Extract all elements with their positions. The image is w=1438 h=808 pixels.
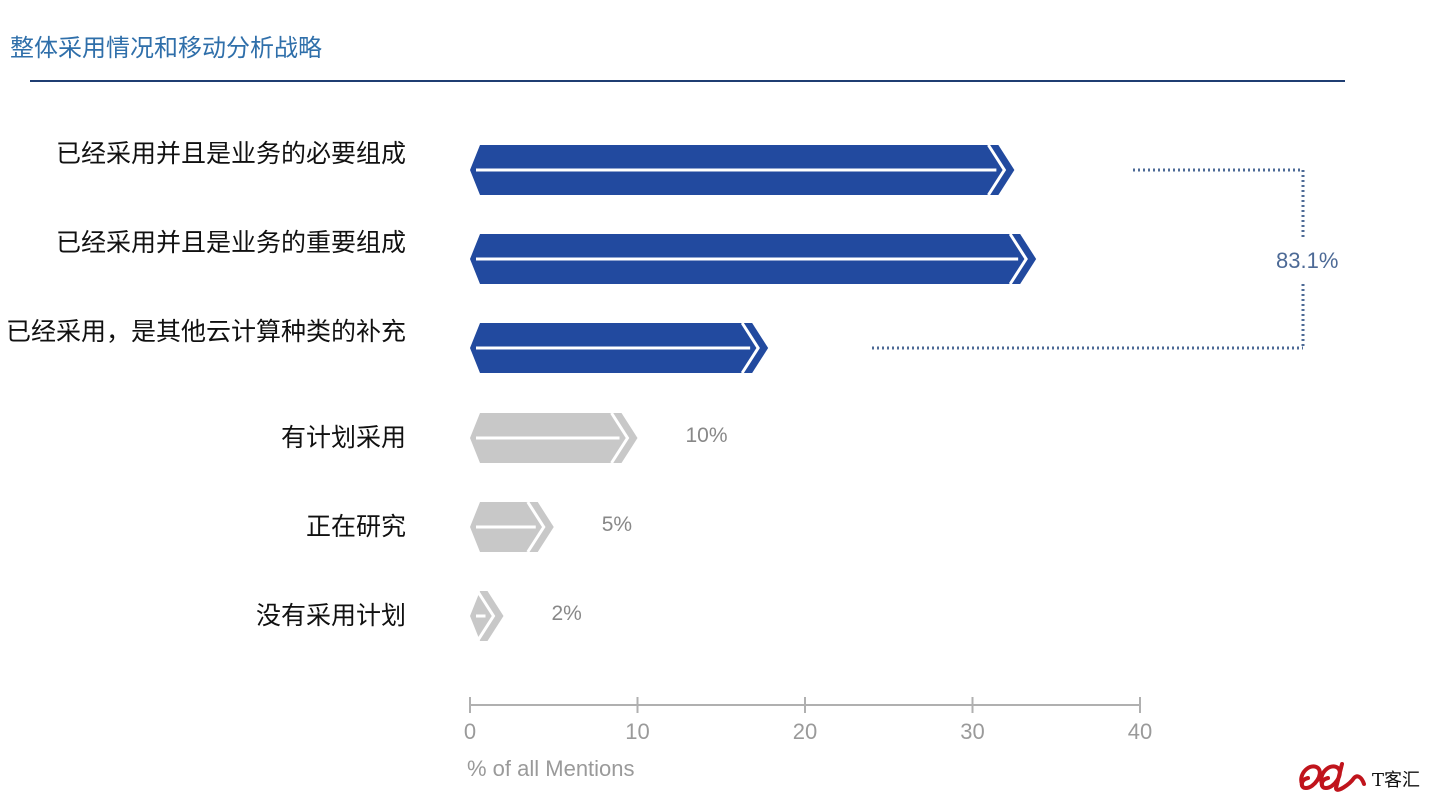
- x-axis: [469, 697, 1141, 713]
- brand-logo-icon: [1299, 762, 1366, 792]
- bar-2: [470, 322, 769, 374]
- bar-4: [470, 501, 554, 553]
- category-label: 没有采用计划: [255, 601, 406, 630]
- bars-group: [470, 144, 1037, 642]
- bar-body: [470, 591, 504, 641]
- tick-label: 20: [792, 719, 818, 744]
- bar-facet: [1008, 233, 1028, 285]
- category-label: 有计划采用: [280, 423, 406, 452]
- bar-3: [470, 412, 638, 464]
- brand-logo-text: T客汇: [1372, 770, 1421, 791]
- tick-label: 40: [1127, 719, 1153, 744]
- title-divider: [30, 80, 1345, 82]
- bracket-total-label: 83.1%: [1274, 248, 1341, 274]
- value-label: 5%: [601, 513, 633, 536]
- bar-facet: [987, 144, 1007, 196]
- bar-facet: [610, 412, 630, 464]
- bar-1: [470, 233, 1037, 285]
- bar-5: [470, 590, 504, 642]
- category-label: 已经采用并且是业务的重要组成: [55, 228, 406, 257]
- bar-facet: [526, 501, 546, 553]
- bar-facet: [740, 322, 760, 374]
- tick-label: 30: [960, 719, 985, 744]
- bar-0: [470, 144, 1015, 196]
- value-label: 2%: [551, 602, 582, 625]
- tick-label: 10: [625, 719, 650, 744]
- category-label: 正在研究: [305, 512, 406, 541]
- bracket-group: [872, 168, 1305, 350]
- bar-facet: [476, 590, 496, 642]
- page-title: 整体采用情况和移动分析战略: [10, 34, 322, 62]
- category-label: 已经采用并且是业务的必要组成: [55, 139, 406, 168]
- tick-label: 0: [463, 719, 477, 744]
- category-label: 已经采用，是其他云计算种类的补充: [6, 317, 407, 346]
- value-label: 10%: [685, 424, 728, 447]
- x-axis-title: % of all Mentions: [467, 756, 635, 781]
